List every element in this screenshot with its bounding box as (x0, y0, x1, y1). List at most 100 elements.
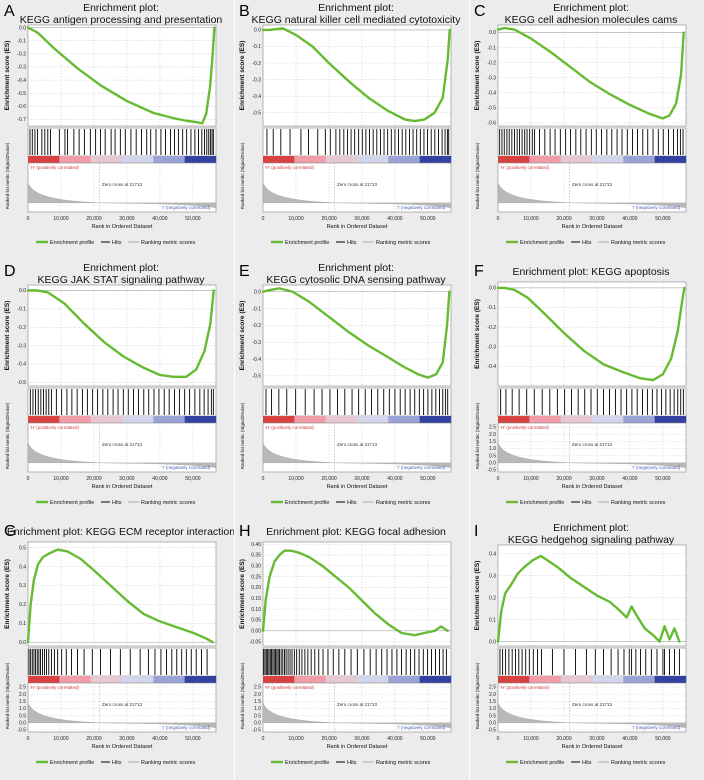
plot-title: KEGG natural killer cell mediated cytoto… (252, 14, 462, 26)
rank-axis-label: Ranked list metric (Signal2Noise) (5, 402, 10, 469)
es-tick-label: 0.1 (19, 621, 26, 627)
legend-hits-label: Hits (582, 500, 592, 506)
panel-i: I Enrichment plot: KEGG hedgehog signaling… (470, 520, 704, 780)
rank-axis-label: Ranked list metric (Signal2Noise) (240, 662, 245, 729)
es-tick-label: -0.3 (17, 65, 26, 71)
positive-label: 'H' (positively correlated) (265, 165, 314, 170)
rank-gradient-segment (294, 416, 326, 423)
gsea-plot-h: H Enrichment plot: KEGG focal adhesion -0.… (235, 520, 469, 780)
positive-label: 'H' (positively correlated) (30, 425, 79, 430)
x-tick-label: 50,000 (655, 216, 671, 222)
rank-gradient-segment (654, 416, 687, 423)
plot-title: Enrichment plot: (83, 2, 159, 14)
plot-title: Enrichment plot: (318, 2, 394, 14)
gsea-plot-b: B Enrichment plot:KEGG natural killer cel… (235, 0, 469, 260)
es-axis-label: Enrichment score (ES) (474, 561, 481, 631)
x-tick-label: 0 (497, 476, 500, 482)
rank-axis-label: Ranked list metric (Signal2Noise) (475, 662, 480, 729)
plot-title: KEGG antigen processing and presentation (20, 14, 223, 26)
legend-enrichment-label: Enrichment profile (285, 240, 329, 246)
legend-enrichment-label: Enrichment profile (520, 500, 564, 506)
panel-letter: I (474, 523, 478, 540)
x-axis-label: Rank in Ordered Dataset (562, 484, 623, 490)
rank-gradient-segment (263, 676, 295, 683)
plot-title: Enrichment plot: (83, 262, 159, 274)
es-tick-label: -0.05 (250, 639, 262, 645)
es-tick-label: -0.4 (252, 94, 261, 100)
panel-letter: B (239, 3, 250, 20)
rank-gradient-segment (357, 156, 389, 163)
legend-enrichment-label: Enrichment profile (520, 760, 564, 766)
legend-hits-label: Hits (582, 760, 592, 766)
es-axis-label: Enrichment score (ES) (4, 301, 11, 371)
rank-tick-label: 0.0 (489, 720, 496, 726)
rank-axis-label: Ranked list metric (Signal2Noise) (240, 142, 245, 209)
rank-tick-label: 0.5 (489, 713, 496, 719)
x-tick-label: 10,000 (288, 736, 304, 742)
rank-gradient-segment (388, 156, 420, 163)
x-tick-label: 20,000 (321, 476, 337, 482)
es-tick-label: -0.1 (17, 38, 26, 44)
rank-gradient-segment (59, 416, 91, 423)
negative-label: 'I' (negatively correlated) (632, 725, 681, 730)
zero-cross-label: Zero cross at 21713 (572, 442, 613, 447)
es-tick-label: 0.4 (489, 551, 496, 557)
negative-label: 'I' (negatively correlated) (397, 205, 446, 210)
x-tick-label: 30,000 (354, 476, 370, 482)
legend-hits-label: Hits (347, 500, 357, 506)
rank-tick-label: 0.0 (19, 720, 26, 726)
rank-tick-label: -0.5 (252, 728, 261, 734)
rank-gradient-segment (654, 156, 687, 163)
rank-tick-label: 2.5 (489, 685, 496, 691)
es-tick-label: -0.2 (17, 52, 26, 58)
positive-label: 'H' (positively correlated) (265, 685, 314, 690)
rank-gradient-segment (59, 156, 91, 163)
es-plot-area (27, 284, 217, 387)
x-tick-label: 10,000 (523, 736, 539, 742)
rank-gradient-segment (498, 676, 530, 683)
rank-tick-label: 2.5 (489, 425, 496, 431)
hits-area (497, 647, 687, 677)
enrichment-curve (261, 287, 451, 379)
x-tick-label: 10,000 (288, 216, 304, 222)
rank-tick-label: -0.5 (487, 728, 496, 734)
x-axis-label: Rank in Ordered Dataset (92, 484, 153, 490)
es-tick-label: 0.3 (19, 583, 26, 589)
enrichment-curve (496, 554, 681, 643)
enrichment-curve (261, 549, 449, 637)
es-tick-label: -0.3 (487, 75, 496, 81)
es-tick-label: 0.0 (489, 639, 496, 645)
panel-letter: C (474, 3, 486, 20)
rank-gradient-segment (419, 416, 452, 423)
es-tick-label: -0.5 (17, 91, 26, 97)
es-axis-label: Enrichment score (ES) (239, 301, 246, 371)
x-tick-label: 30,000 (119, 736, 135, 742)
x-tick-label: 50,000 (655, 476, 671, 482)
rank-axis-label: Ranked list metric (Signal2Noise) (240, 402, 245, 469)
x-tick-label: 0 (497, 216, 500, 222)
legend-ranking-label: Ranking metric scores (141, 760, 196, 766)
gsea-plot-a: A Enrichment plot:KEGG antigen processing… (0, 0, 234, 260)
es-tick-label: 0.0 (19, 25, 26, 31)
gsea-plot-c: C Enrichment plot:KEGG cell adhesion mole… (470, 0, 704, 260)
x-tick-label: 20,000 (86, 476, 102, 482)
rank-gradient-segment (560, 676, 593, 683)
legend-hits-label: Hits (112, 240, 122, 246)
x-tick-label: 40,000 (622, 216, 638, 222)
panel-c: C Enrichment plot: KEGG cell adhesion mole… (470, 0, 704, 260)
rank-gradient-segment (357, 416, 389, 423)
x-tick-label: 20,000 (321, 216, 337, 222)
legend-enrichment-label: Enrichment profile (50, 240, 94, 246)
es-tick-label: 0.4 (19, 564, 26, 570)
es-plot-area (497, 544, 687, 647)
rank-tick-label: 0.5 (489, 453, 496, 459)
x-axis-label: Rank in Ordered Dataset (92, 224, 153, 230)
gsea-plot-i: I Enrichment plot:KEGG hedgehog signaling… (470, 520, 704, 780)
es-tick-label: 0.00 (251, 629, 261, 635)
es-plot-area (27, 24, 217, 127)
es-tick-label: -0.1 (17, 307, 26, 313)
x-tick-label: 0 (27, 216, 30, 222)
rank-tick-label: 1.5 (254, 699, 261, 705)
rank-gradient-segment (90, 676, 123, 683)
